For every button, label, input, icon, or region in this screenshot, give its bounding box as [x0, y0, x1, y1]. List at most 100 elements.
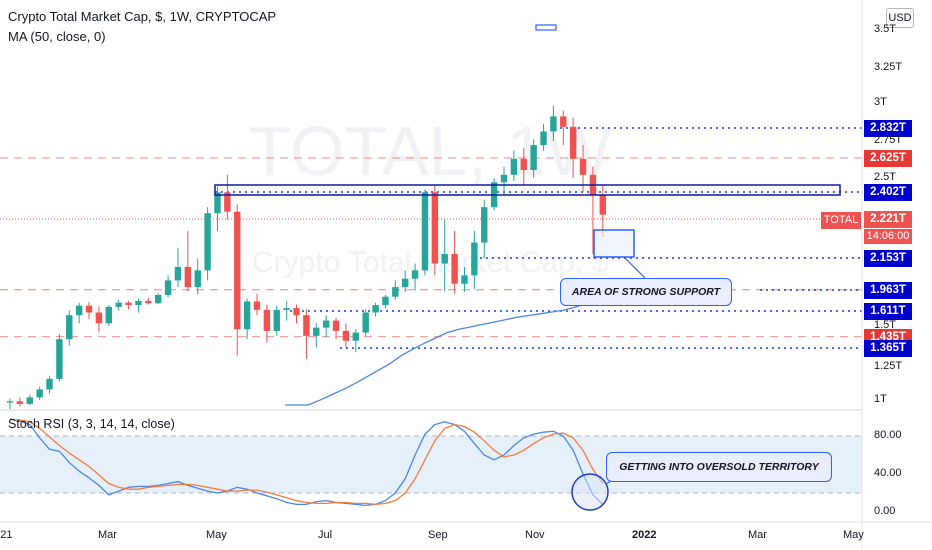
price-label: 1.963T	[864, 282, 912, 299]
candle-body	[26, 397, 33, 404]
candle-body	[303, 315, 310, 336]
candle-body	[95, 312, 103, 324]
candle-body	[184, 266, 192, 288]
price-label: 2.221T	[864, 211, 912, 228]
price-tick: 3.25T	[874, 61, 903, 73]
candle-body	[263, 309, 271, 331]
price-label: 2.625T	[864, 150, 912, 167]
candle-body	[362, 312, 369, 333]
candle-body	[332, 320, 340, 331]
candle-body	[125, 302, 132, 306]
rsi-tick: 40.00	[874, 467, 902, 479]
support-box	[593, 229, 635, 258]
rsi-tick: 0.00	[874, 505, 896, 517]
stoch-d-line	[10, 419, 604, 506]
candle-body	[204, 213, 211, 271]
price-tick: 1.5T	[874, 319, 897, 331]
price-tick: 1T	[874, 393, 887, 405]
candle-body	[253, 301, 261, 310]
candle-body	[411, 270, 419, 279]
candle-body	[500, 174, 508, 183]
time-tick: Nov	[525, 529, 545, 541]
support-annotation-text: AREA OF STRONG SUPPORT	[571, 286, 721, 298]
oversold-circle	[571, 473, 609, 511]
candle-body	[155, 294, 162, 304]
candle-body	[135, 300, 142, 306]
watermark-subtext: Crypto Total Market Cap, $	[252, 246, 609, 279]
candle-body	[402, 278, 409, 288]
candle-body	[224, 192, 231, 212]
candle-body	[243, 301, 251, 330]
candle-body	[174, 266, 182, 281]
price-label: 1.611T	[864, 303, 912, 320]
candle-body	[510, 158, 518, 175]
price-tick: 3T	[874, 96, 887, 108]
candle-body	[342, 330, 350, 341]
candle-body	[36, 389, 43, 398]
price-label: 2.153T	[864, 250, 912, 267]
candle-body	[56, 339, 63, 379]
candle-body	[421, 192, 429, 271]
candle-body	[372, 305, 379, 313]
drawing-marker	[535, 24, 557, 31]
price-label: 1.365T	[864, 340, 912, 358]
candle-body	[520, 158, 527, 170]
stoch-k-line	[9, 418, 604, 507]
candle-body	[164, 280, 172, 295]
candle-body	[75, 305, 83, 316]
time-tick: May	[206, 529, 227, 541]
oversold-annotation[interactable]: GETTING INTO OVERSOLD TERRITORY	[606, 452, 832, 482]
candle-body	[214, 192, 221, 214]
candle-body	[322, 320, 330, 328]
candle-body	[392, 287, 399, 297]
candle-body	[540, 131, 547, 146]
price-tick: 2.5T	[874, 171, 897, 183]
symbol-tag: TOTAL	[821, 212, 861, 229]
candle-body	[105, 306, 112, 324]
support-annotation[interactable]: AREA OF STRONG SUPPORT	[560, 278, 732, 306]
candle-body	[441, 253, 448, 264]
time-tick: Jul	[318, 529, 333, 541]
time-tick: Mar	[748, 529, 767, 541]
rsi-tick: 80.00	[874, 429, 902, 441]
candle-body	[6, 401, 14, 403]
ma50-line	[285, 303, 587, 406]
stoch-rsi-legend: Stoch RSI (3, 3, 14, 14, close)	[8, 417, 175, 431]
chart-title: Crypto Total Market Cap, $, 1W, CRYPTOCA…	[8, 9, 277, 24]
candle-body	[273, 309, 280, 331]
time-tick: May	[843, 529, 864, 541]
time-tick: Sep	[428, 529, 448, 541]
price-label: 2.402T	[864, 184, 912, 201]
bar-countdown: 14:06:00	[864, 229, 912, 244]
candle-body	[66, 315, 73, 340]
time-tick: 2021	[0, 529, 13, 541]
price-label: 2.832T	[864, 120, 912, 137]
time-tick: Mar	[98, 529, 117, 541]
currency-button[interactable]: USD	[886, 8, 914, 28]
candle-body	[16, 401, 24, 404]
price-tick: 1.25T	[874, 360, 903, 372]
indicator-legend: MA (50, close, 0)	[8, 29, 106, 44]
candle-body	[560, 116, 567, 127]
candle-body	[85, 305, 93, 313]
price-tick: 3.5T	[874, 23, 897, 35]
candle-body	[382, 296, 389, 306]
candle-body	[313, 327, 320, 336]
resistance-zone-rect	[214, 184, 841, 196]
candle-body	[599, 195, 606, 215]
candle-body	[283, 308, 290, 310]
candle-body	[293, 308, 300, 316]
candle-body	[481, 207, 488, 243]
candle-body	[550, 116, 557, 132]
candle-body	[461, 275, 468, 284]
candle-body	[579, 158, 587, 175]
oversold-annotation-text: GETTING INTO OVERSOLD TERRITORY	[619, 461, 819, 473]
candle-body	[569, 126, 577, 159]
price-tick: 2.75T	[874, 134, 903, 146]
watermark-text: TOTAL, 1W	[248, 112, 611, 190]
candle-body	[471, 242, 478, 276]
time-tick: 2022	[632, 529, 657, 541]
candle-body	[431, 192, 439, 264]
candle-body	[115, 302, 122, 307]
